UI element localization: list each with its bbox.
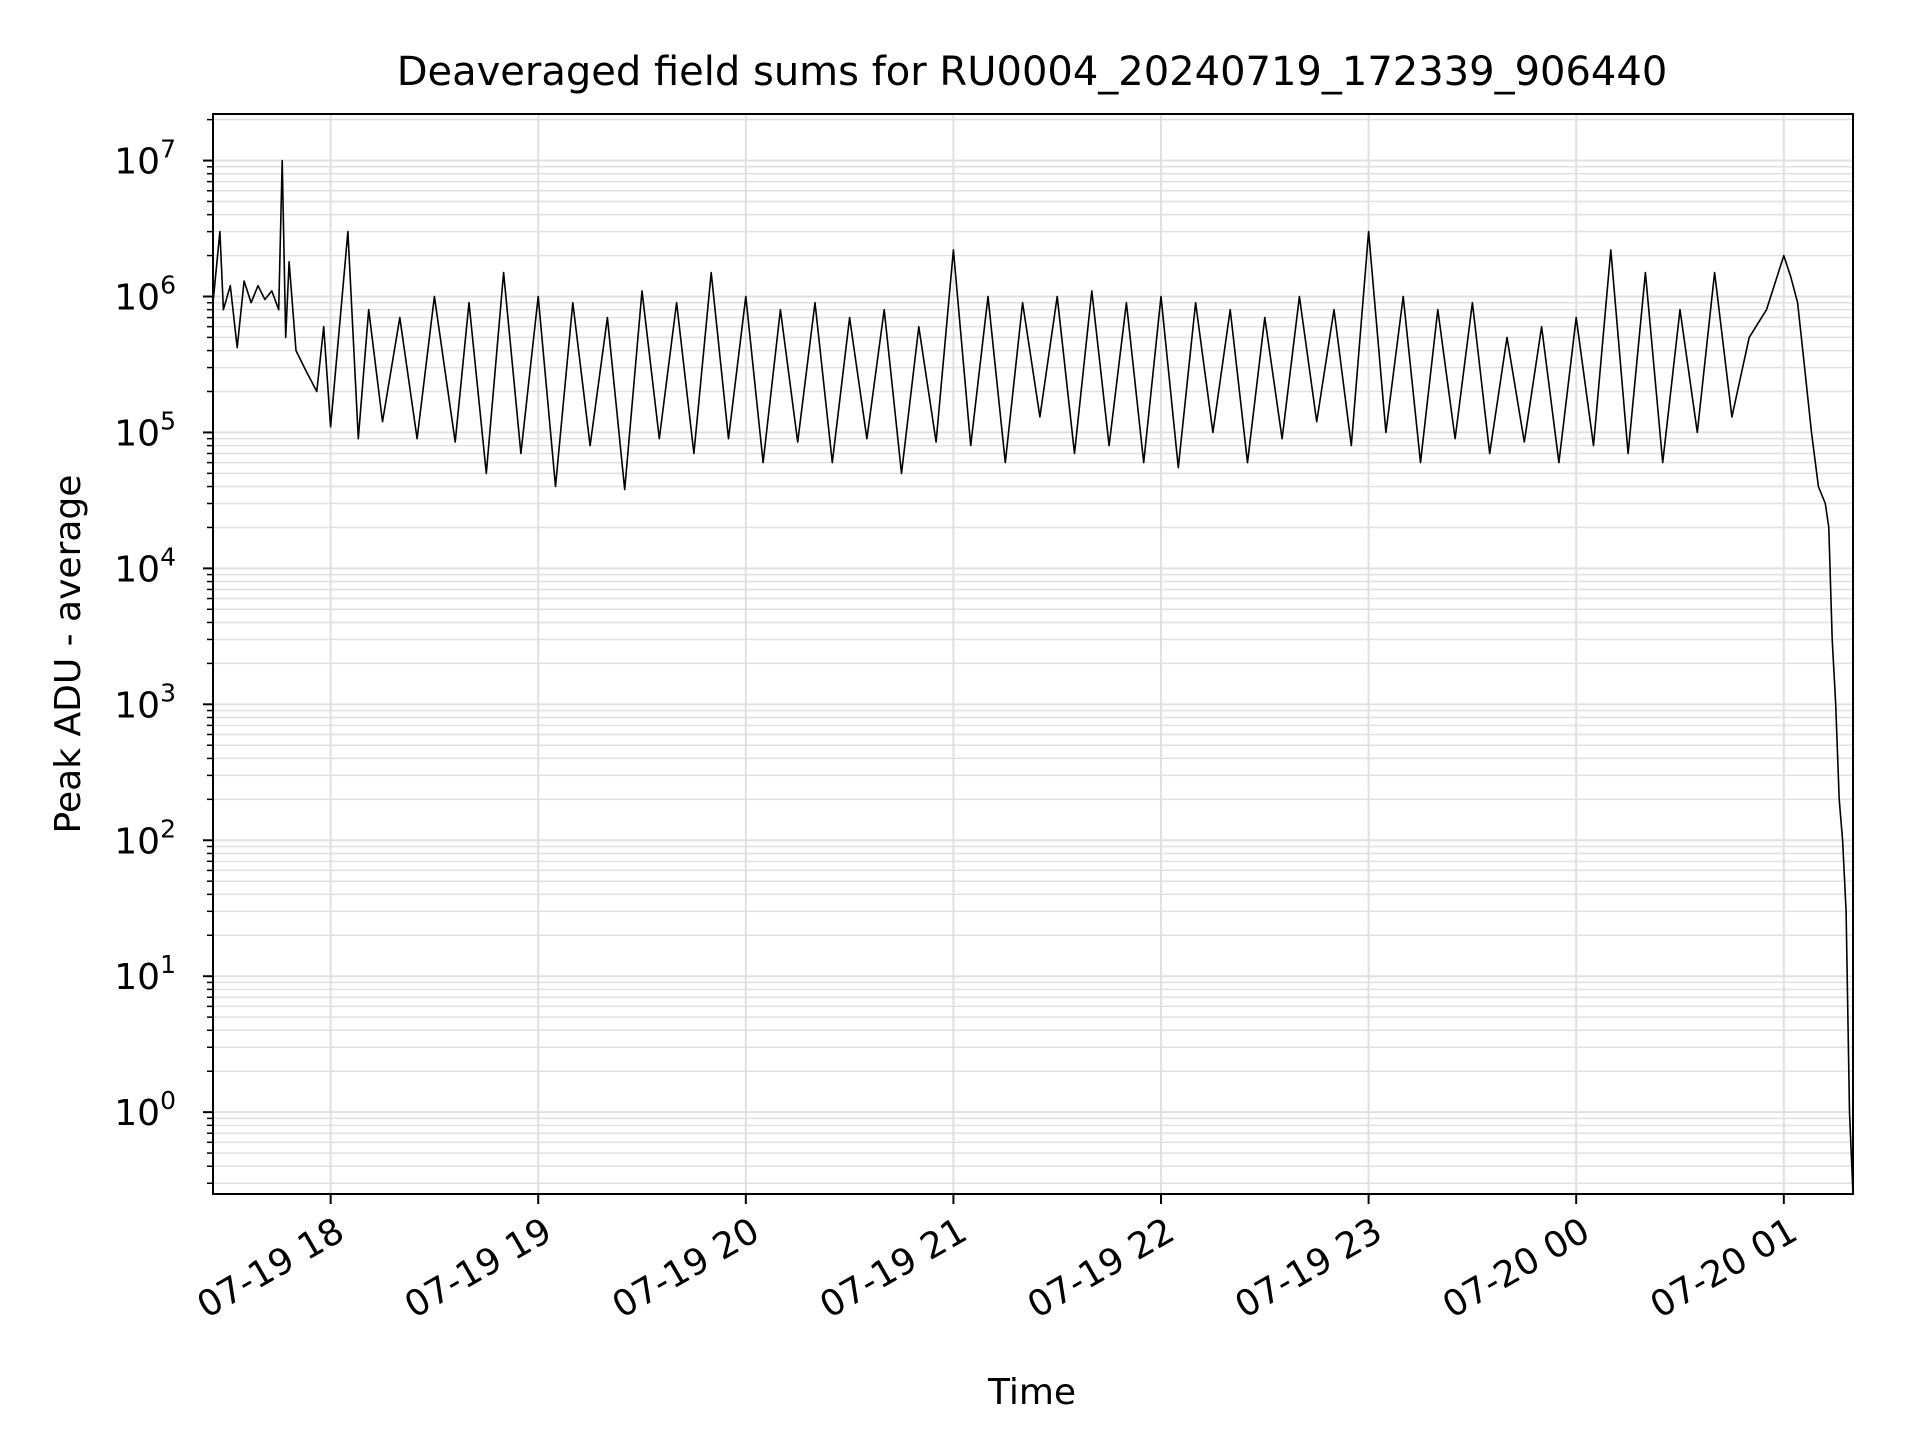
- y-tick-label: 104: [114, 542, 176, 590]
- series-group: [212, 159, 1854, 1195]
- y-tick-label: 103: [114, 678, 176, 726]
- grid-lines: [213, 114, 1853, 1194]
- y-tick-label: 105: [114, 406, 176, 454]
- y-tick-label: 100: [114, 1086, 176, 1134]
- y-tick-label: 106: [114, 270, 176, 318]
- y-tick-label: 102: [114, 814, 176, 862]
- y-tick-label: 107: [114, 135, 176, 183]
- y-axis-label: Peak ADU - average: [48, 475, 89, 834]
- y-tick-label: 101: [114, 950, 176, 998]
- plot-area-frame: [212, 113, 1854, 1195]
- chart-title: Deaveraged field sums for RU0004_2024071…: [397, 49, 1668, 95]
- x-axis-label: Time: [987, 1372, 1076, 1413]
- series-line: [212, 159, 1854, 1195]
